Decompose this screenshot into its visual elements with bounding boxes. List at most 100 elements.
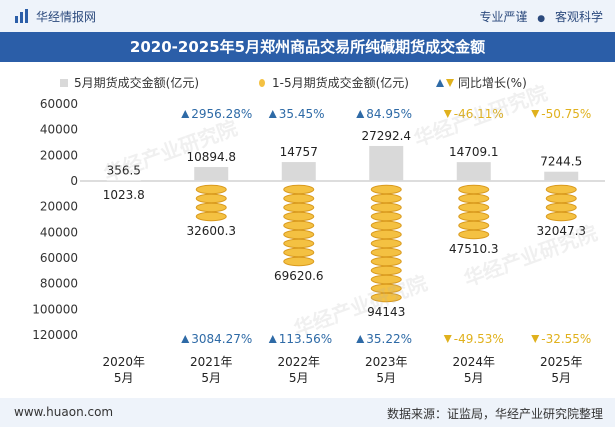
label-growth-ytd: -49.53% — [454, 332, 504, 346]
label-month-value: 10894.8 — [186, 150, 236, 164]
y-tick-label: 120000 — [32, 328, 78, 342]
label-ytd-value: 32600.3 — [186, 224, 236, 238]
bar-ytd-coin — [195, 202, 227, 213]
x-tick-label: 5月 — [551, 371, 571, 385]
growth-down-icon — [443, 110, 452, 118]
label-growth-ytd: -32.55% — [541, 332, 591, 346]
chart-title: 2020-2025年5月郑州商品交易所纯碱期货成交金额 — [0, 32, 615, 62]
bar-ytd-coin — [283, 238, 315, 249]
x-tick-label: 5月 — [114, 371, 134, 385]
bar-month — [544, 171, 579, 181]
bar-ytd-coin — [283, 211, 315, 222]
growth-up-icon — [356, 335, 365, 343]
bar-ytd-coin — [195, 193, 227, 204]
legend-label-ytd: 1-5月期货成交金额(亿元) — [272, 75, 409, 90]
top-links: 专业严谨 ● 客观科学 — [473, 8, 603, 25]
label-month-value: 7244.5 — [540, 155, 582, 169]
growth-down-icon — [531, 110, 540, 118]
x-tick-label: 2020年 — [102, 355, 145, 369]
label-ytd-value: 69620.6 — [274, 269, 324, 283]
bar-ytd-coin — [545, 184, 577, 195]
bar-ytd-coin — [283, 184, 315, 195]
bar-ytd-coin — [370, 247, 402, 258]
tagline-objective: 客观科学 — [554, 10, 603, 24]
y-tick-label: 100000 — [32, 302, 78, 316]
bar-ytd-coin — [283, 202, 315, 213]
label-ytd-value: 1023.8 — [103, 188, 145, 202]
tagline-separator: ● — [537, 14, 546, 24]
legend-triangle-up-icon — [436, 79, 444, 87]
bar-ytd-coin — [283, 256, 315, 267]
bar-ytd-coin — [458, 184, 490, 195]
bar-ytd-coin — [283, 229, 315, 240]
x-tick-label: 5月 — [289, 371, 309, 385]
legend-triangle-down-icon — [446, 79, 454, 87]
bar-month — [456, 162, 491, 181]
x-tick-label: 2021年 — [190, 355, 233, 369]
tagline-professional: 专业严谨 — [479, 10, 528, 24]
label-growth-ytd: 3084.27% — [191, 332, 252, 346]
label-growth-month: 84.95% — [366, 107, 412, 121]
bar-month — [369, 145, 404, 181]
site-url[interactable]: www.huaon.com — [14, 405, 114, 419]
x-tick-label: 2024年 — [452, 355, 495, 369]
y-tick-label: 40000 — [40, 225, 78, 239]
growth-up-icon — [268, 110, 277, 118]
label-growth-ytd: 35.22% — [366, 332, 412, 346]
bar-ytd-coin — [545, 193, 577, 204]
label-month-value: 14757 — [280, 145, 318, 159]
bar-ytd-coin — [370, 265, 402, 276]
bar-ytd-coin — [370, 292, 402, 303]
growth-up-icon — [181, 335, 190, 343]
bar-ytd-coin — [370, 193, 402, 204]
x-tick-label: 5月 — [464, 371, 484, 385]
label-ytd-value: 94143 — [367, 305, 405, 319]
bar-month — [106, 180, 141, 182]
bar-ytd-coin — [195, 211, 227, 222]
label-ytd-value: 47510.3 — [449, 242, 499, 256]
label-month-value: 14709.1 — [449, 145, 499, 159]
y-tick-label: 20000 — [40, 200, 78, 214]
bar-ytd-coin — [370, 229, 402, 240]
label-growth-ytd: 113.56% — [279, 332, 332, 346]
legend-swatch-ytd — [259, 79, 265, 87]
top-bar: 华经情报网 专业严谨 ● 客观科学 — [0, 0, 615, 32]
bar-ytd-coin — [370, 238, 402, 249]
bar-ytd-coin — [370, 184, 402, 195]
label-month-value: 356.5 — [107, 164, 141, 178]
bar-ytd-coin — [370, 211, 402, 222]
y-tick-label: 40000 — [40, 123, 78, 137]
chart-area: 5月期货成交金额(亿元) 1-5月期货成交金额(亿元) 同比增长(%) 60000 40… — [32, 75, 605, 385]
bar-ytd-coin — [370, 202, 402, 213]
bar-ytd-coin — [545, 202, 577, 213]
x-tick-label: 5月 — [376, 371, 396, 385]
bar-ytd-coin — [458, 193, 490, 204]
x-tick-label: 2023年 — [365, 355, 408, 369]
label-growth-month: -46.11% — [454, 107, 504, 121]
legend-label-growth: 同比增长(%) — [458, 76, 527, 90]
legend-label-month: 5月期货成交金额(亿元) — [74, 75, 199, 90]
label-growth-month: 35.45% — [279, 107, 325, 121]
growth-up-icon — [356, 110, 365, 118]
bar-ytd-coin — [545, 211, 577, 222]
bar-ytd-coin — [370, 283, 402, 294]
y-tick-label: 20000 — [40, 148, 78, 162]
legend-swatch-month — [60, 79, 68, 87]
bar-ytd-coin — [195, 184, 227, 195]
bar-ytd-coin — [283, 220, 315, 231]
label-ytd-value: 32047.3 — [536, 224, 586, 238]
bar-ytd-coin — [370, 256, 402, 267]
y-tick-label: 80000 — [40, 277, 78, 291]
label-growth-month: 2956.28% — [191, 107, 252, 121]
label-growth-month: -50.75% — [541, 107, 591, 121]
growth-down-icon — [443, 335, 452, 343]
brand-name: 华经情报网 — [36, 10, 97, 24]
x-tick-label: 5月 — [201, 371, 221, 385]
y-tick-label: 0 — [70, 174, 78, 188]
x-tick-label: 2022年 — [277, 355, 320, 369]
bar-ytd-coin — [458, 220, 490, 231]
label-month-value: 27292.4 — [361, 129, 411, 143]
bar-ytd-coin — [458, 202, 490, 213]
footer: www.huaon.com 数据来源：证监局，华经产业研究院整理 — [0, 398, 615, 427]
data-source: 数据来源：证监局，华经产业研究院整理 — [386, 407, 603, 421]
